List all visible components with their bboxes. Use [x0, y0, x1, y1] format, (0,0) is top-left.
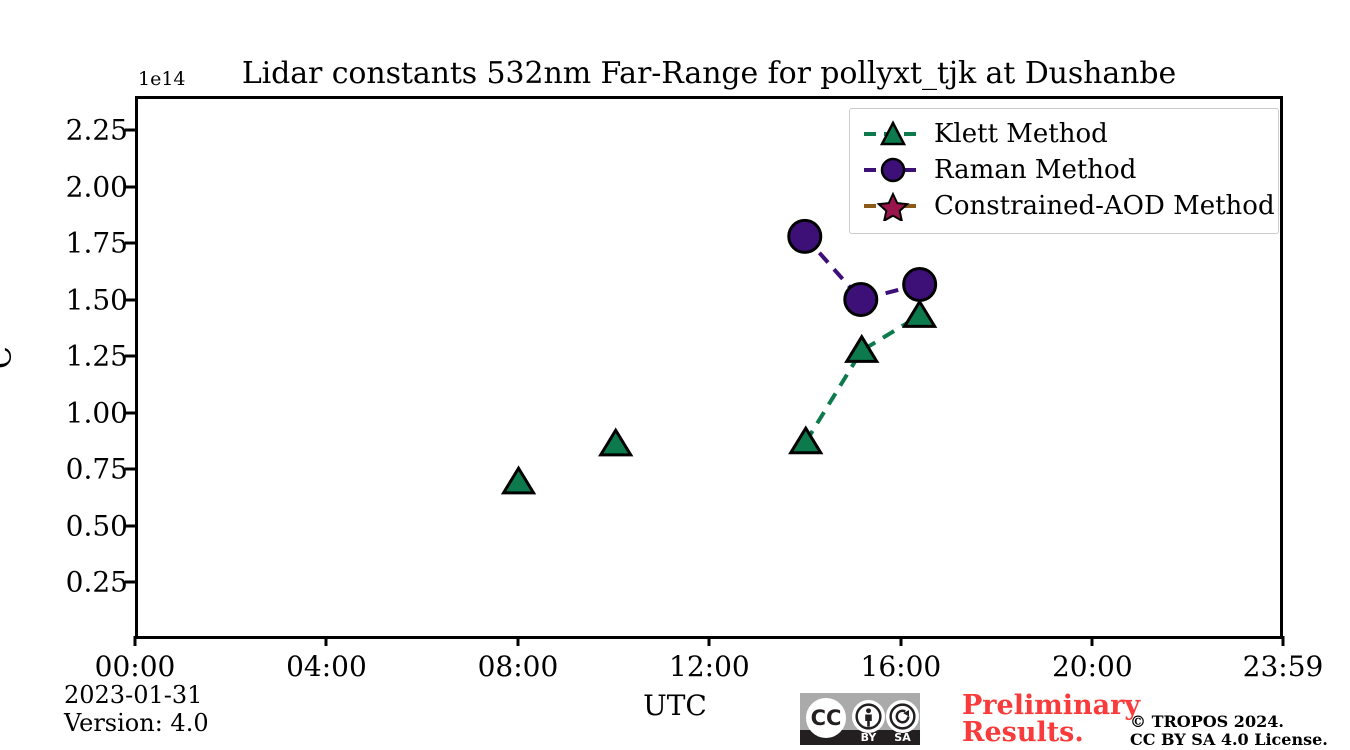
cc-license-badge-icon[interactable]: CC BY SA: [800, 693, 920, 745]
y-tick-label: 0.25: [65, 565, 128, 599]
y-tick-label: 0.75: [65, 452, 128, 486]
x-tick-label: 08:00: [477, 650, 559, 683]
y-tick-label: 1.75: [65, 226, 128, 260]
x-tick-mark: [1281, 636, 1285, 646]
x-tick-mark: [133, 636, 137, 646]
x-tick-label: 04:00: [286, 650, 367, 683]
data-point-marker[interactable]: [500, 465, 537, 495]
y-tick-mark: [125, 411, 135, 415]
x-tick-label: 00:00: [94, 650, 176, 683]
legend: Klett Method Raman Method Constrained-AO…: [849, 108, 1279, 234]
series-line-1: [803, 235, 921, 302]
copyright-notice: © TROPOS 2024. CC BY SA 4.0 License.: [1130, 713, 1328, 749]
preliminary-results-notice: Preliminary Results.: [962, 692, 1140, 746]
series-line-0: [804, 313, 921, 444]
data-point-marker[interactable]: [901, 298, 938, 328]
y-tick-mark: [125, 298, 135, 302]
y-tick-label: 0.50: [65, 509, 128, 543]
y-tick-label: 1.00: [65, 396, 128, 430]
data-point-marker[interactable]: [843, 281, 879, 317]
page-title: Lidar constants 532nm Far-Range for poll…: [241, 56, 1177, 91]
cc-by-label: BY: [860, 731, 877, 744]
footer-date: 2023-01-31: [64, 681, 203, 709]
legend-marker-circle-icon: [864, 157, 922, 183]
legend-marker-star-icon: [864, 191, 922, 221]
legend-label-klett: Klett Method: [934, 119, 1108, 149]
data-point-marker[interactable]: [598, 427, 634, 457]
cc-sa-label: SA: [894, 731, 911, 744]
legend-item-constrained-aod[interactable]: Constrained-AOD Method: [862, 188, 1275, 224]
cc-sa-share-alike-icon: [886, 700, 919, 733]
x-tick-mark: [324, 636, 328, 646]
legend-label-raman: Raman Method: [934, 155, 1137, 185]
legend-item-klett[interactable]: Klett Method: [862, 116, 1266, 152]
y-tick-mark: [125, 467, 135, 471]
cc-circle-icon: [806, 698, 846, 738]
y-axis-offset-text: 1e14: [138, 68, 186, 90]
series-markers: [500, 218, 938, 495]
preliminary-line-2: Results.: [962, 717, 1084, 748]
x-tick-mark: [899, 636, 903, 646]
y-axis-ticks: 0.25 0.50 0.75 1.00 1.25 1.50 1.75 2.00 2.25: [0, 0, 135, 750]
y-tick-label: 1.25: [65, 339, 128, 373]
y-tick-label: 2.00: [65, 170, 128, 203]
data-point-marker[interactable]: [902, 267, 938, 303]
data-point-marker[interactable]: [844, 333, 880, 363]
x-tick-label: 12:00: [669, 650, 750, 683]
legend-marker-triangle-icon: [864, 120, 922, 146]
x-tick-label: 20:00: [1051, 650, 1133, 683]
y-tick-mark: [125, 354, 135, 358]
copyright-line-2: CC BY SA 4.0 License.: [1130, 730, 1328, 749]
y-tick-mark: [125, 128, 135, 132]
x-tick-label: 16:00: [860, 650, 942, 683]
x-tick-mark: [516, 636, 520, 646]
footer-version: Version: 4.0: [64, 709, 209, 737]
legend-item-raman[interactable]: Raman Method: [862, 152, 1266, 188]
y-tick-mark: [125, 185, 135, 188]
y-tick-mark: [125, 524, 135, 528]
data-point-marker[interactable]: [787, 218, 823, 254]
copyright-line-1: © TROPOS 2024.: [1130, 712, 1284, 731]
x-tick-mark: [1090, 636, 1094, 646]
series-lines: [803, 235, 921, 444]
chart-canvas: [500, 218, 938, 495]
y-tick-label: 2.25: [65, 113, 128, 147]
y-tick-mark: [125, 241, 135, 245]
y-tick-mark: [125, 580, 135, 584]
y-tick-label: 1.50: [65, 283, 128, 317]
x-axis-label: UTC: [643, 689, 707, 722]
preliminary-line-1: Preliminary: [962, 690, 1141, 721]
legend-label-constrained-aod: Constrained-AOD Method: [934, 191, 1275, 221]
cc-by-person-icon: [852, 700, 885, 733]
cc-label: CC: [810, 706, 842, 730]
x-tick-label: 23:59: [1242, 650, 1324, 683]
x-tick-mark: [707, 636, 711, 646]
data-point-marker[interactable]: [788, 425, 824, 455]
